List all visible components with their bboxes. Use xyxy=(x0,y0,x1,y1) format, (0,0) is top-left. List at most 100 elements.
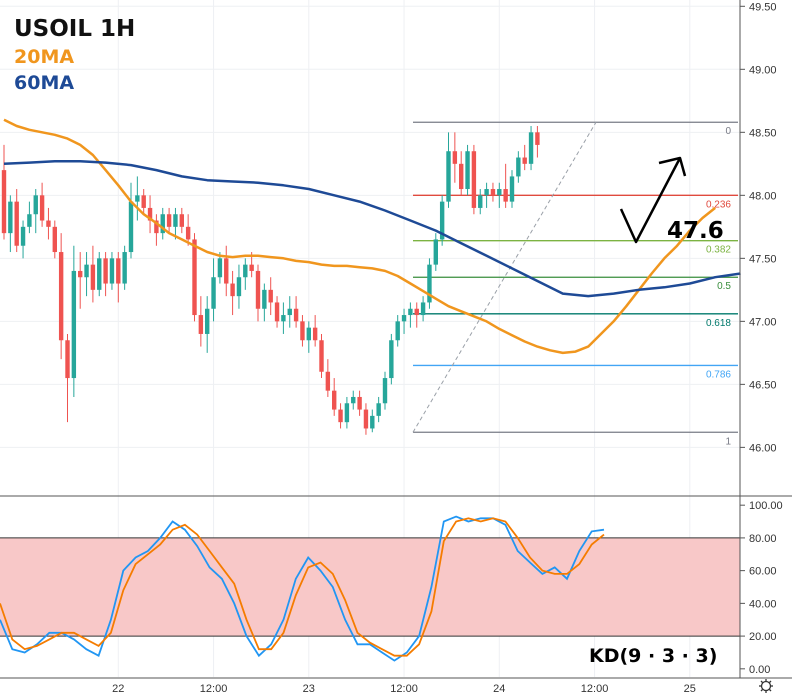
candle-body xyxy=(243,264,248,278)
candle-body xyxy=(522,157,527,164)
candle-body xyxy=(351,396,356,404)
candle-body xyxy=(446,151,451,202)
candle-body xyxy=(300,321,305,341)
time-tick-label: 12:00 xyxy=(390,683,418,694)
fib-level-label: 0.382 xyxy=(706,245,731,256)
time-tick-label: 24 xyxy=(493,683,505,694)
candle-body xyxy=(52,226,57,253)
candle-body xyxy=(274,302,280,322)
kd-indicator-label: KD(9 · 3 · 3) xyxy=(589,645,717,667)
candle-body xyxy=(306,327,311,341)
price-tick-label: 47.50 xyxy=(749,253,777,265)
price-tick-label: 46.00 xyxy=(749,442,777,454)
candle-body xyxy=(408,308,413,316)
candle-body xyxy=(236,277,242,297)
candle-body xyxy=(103,258,108,284)
candle-body xyxy=(516,157,521,177)
fib-level-label: 0.5 xyxy=(717,281,731,292)
candle-body xyxy=(249,264,254,271)
candle-body xyxy=(33,195,38,215)
ma20-line xyxy=(3,118,716,355)
candle-body xyxy=(465,151,470,190)
fib-level-label: 0.236 xyxy=(706,199,731,210)
candle-body xyxy=(1,170,7,234)
candle-body xyxy=(490,189,496,196)
time-tick-label: 25 xyxy=(684,683,696,694)
price-tick-label: 46.50 xyxy=(749,379,777,391)
candle-body xyxy=(401,315,407,322)
legend-60ma: 60MA xyxy=(14,72,74,94)
fib-level-label: 0 xyxy=(725,126,731,137)
candle-body xyxy=(84,264,89,278)
candle-body xyxy=(427,264,432,303)
candle-body xyxy=(97,258,102,290)
candle-body xyxy=(395,321,400,341)
candle-body xyxy=(535,132,540,145)
candle-body xyxy=(414,308,419,316)
candle-body xyxy=(319,340,324,372)
annotation-arrowhead-icon xyxy=(658,156,687,177)
kd-band xyxy=(0,537,740,637)
candle-body xyxy=(20,226,26,246)
fib-level-label: 1 xyxy=(725,436,731,447)
time-tick-label: 12:00 xyxy=(200,683,228,694)
candle-body xyxy=(478,195,483,208)
candle-body xyxy=(65,340,70,379)
kd-tick-label: 100.00 xyxy=(749,500,783,512)
candle-body xyxy=(503,189,508,202)
candle-body xyxy=(141,195,146,208)
candle-body xyxy=(312,327,318,341)
candle-body xyxy=(287,308,292,316)
fibonacci-levels: 0 0.236 0.382 0.5 0.618 0.786 1 xyxy=(412,121,738,447)
chart-title: USOIL 1H xyxy=(14,16,135,42)
candle-body xyxy=(58,252,64,341)
candle-body xyxy=(509,176,515,202)
candle-body xyxy=(224,258,229,284)
candle-body xyxy=(14,201,19,246)
candle-body xyxy=(370,415,375,429)
candle-body xyxy=(166,214,172,227)
gear-icon[interactable] xyxy=(759,679,773,693)
fib-level-label: 0.786 xyxy=(706,369,731,380)
annotation-arrow xyxy=(619,157,682,244)
candle-body xyxy=(147,207,153,221)
kd-lines xyxy=(0,515,605,662)
candle-body xyxy=(338,409,343,423)
candle-body xyxy=(46,220,51,227)
ma60-line xyxy=(3,160,741,298)
time-tick-label: 12:00 xyxy=(581,683,609,694)
candle-body xyxy=(173,214,178,227)
kd-k-line xyxy=(0,515,605,662)
candle-body xyxy=(376,403,381,416)
candle-body xyxy=(116,258,121,284)
candle-body xyxy=(325,371,331,391)
kd-tick-label: 40.00 xyxy=(749,598,777,610)
candle-body xyxy=(255,270,261,309)
candle-body xyxy=(160,214,165,234)
candle-body xyxy=(27,214,32,227)
candle-body xyxy=(497,189,502,196)
candle-body xyxy=(90,264,96,290)
axes: 49.50 49.00 48.50 48.00 47.50 47.00 46.50 46.00… xyxy=(112,1,782,694)
candle-body xyxy=(192,239,197,316)
candle-body xyxy=(211,277,216,309)
price-tick-label: 48.50 xyxy=(749,127,777,139)
kd-overbought-oversold-band xyxy=(0,537,740,637)
kd-tick-label: 20.00 xyxy=(749,631,777,643)
candle-body xyxy=(8,201,13,234)
candle-body xyxy=(122,252,127,284)
candle-body xyxy=(39,195,45,221)
candle-body xyxy=(357,396,362,410)
candle-body xyxy=(185,226,191,240)
candle-body xyxy=(382,378,388,404)
kd-tick-label: 60.00 xyxy=(749,566,777,578)
candle-body xyxy=(71,270,77,379)
candle-body xyxy=(363,409,369,429)
candlesticks xyxy=(1,126,540,435)
fib-level-label: 0.618 xyxy=(706,318,731,329)
candle-body xyxy=(268,289,273,303)
candle-body xyxy=(154,220,159,234)
candle-body xyxy=(135,195,140,202)
